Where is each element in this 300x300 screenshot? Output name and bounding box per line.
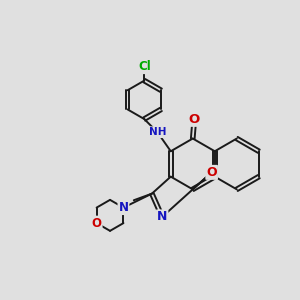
Text: Cl: Cl [138,60,151,73]
Text: O: O [189,113,200,126]
Text: NH: NH [149,127,166,137]
Text: O: O [92,217,102,230]
Text: O: O [206,166,217,179]
Text: N: N [157,210,167,224]
Text: N: N [118,201,128,214]
